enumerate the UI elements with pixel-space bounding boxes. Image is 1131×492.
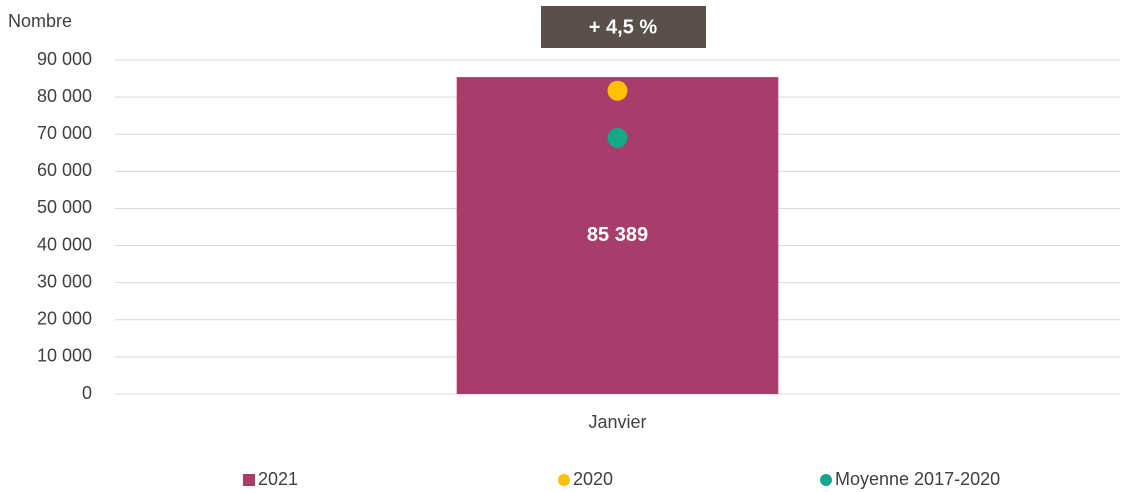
legend-label: Moyenne 2017-2020 — [835, 469, 1000, 489]
dot — [607, 80, 628, 101]
dot — [607, 127, 628, 148]
y-tick-label: 40 000 — [37, 234, 92, 254]
y-tick-label: 50 000 — [37, 197, 92, 217]
legend-swatch — [820, 474, 832, 486]
y-tick-label: 10 000 — [37, 346, 92, 366]
y-tick-label: 20 000 — [37, 309, 92, 329]
y-axis-label: Nombre — [8, 11, 72, 31]
legend-label: 2020 — [573, 469, 613, 489]
annotation-box — [541, 6, 706, 48]
y-tick-label: 90 000 — [37, 49, 92, 69]
y-tick-label: 70 000 — [37, 123, 92, 143]
y-tick-label: 60 000 — [37, 160, 92, 180]
y-tick-label: 30 000 — [37, 271, 92, 291]
x-tick-label: Janvier — [588, 412, 646, 432]
legend-swatch — [558, 474, 570, 486]
y-tick-label: 80 000 — [37, 86, 92, 106]
data-label: 85 389 — [587, 224, 648, 246]
legend-swatch — [243, 474, 255, 486]
annotation: + 4,5 % — [589, 16, 658, 38]
y-tick-label: 0 — [82, 383, 92, 403]
legend-label: 2021 — [258, 469, 298, 489]
